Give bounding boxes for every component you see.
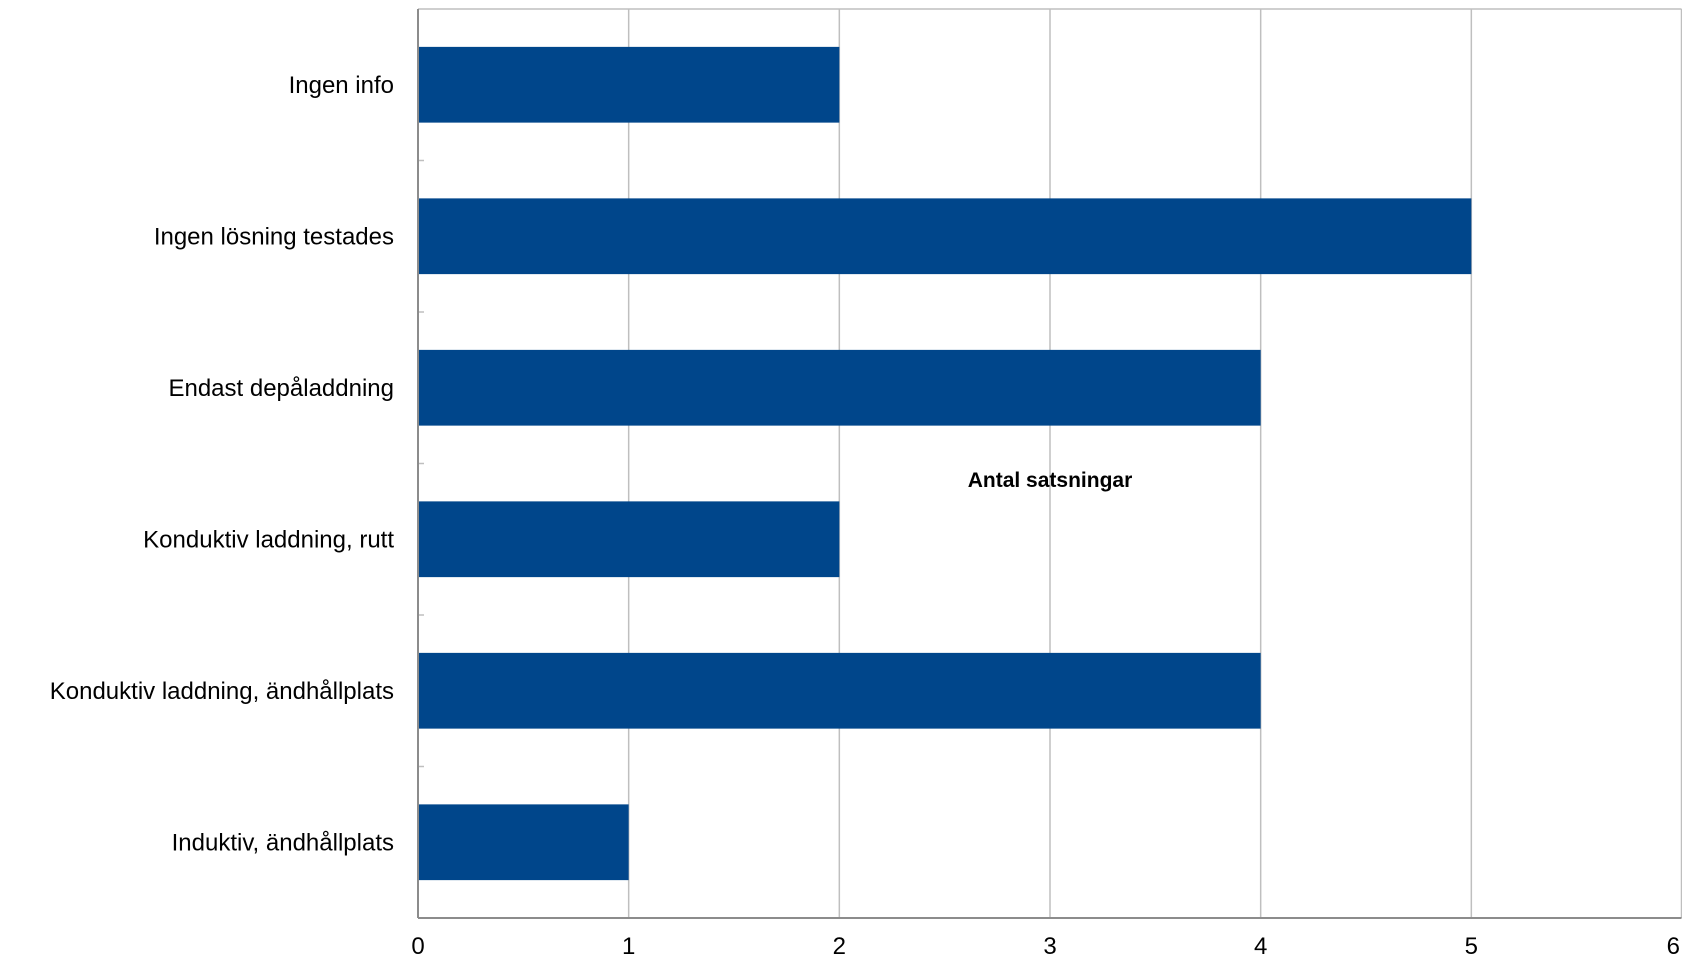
x-tick-label: 5: [1465, 933, 1478, 959]
bar: [418, 198, 1472, 275]
x-tick-label: 1: [622, 933, 635, 959]
y-category-label: Endast depåladdning: [168, 375, 394, 402]
bar: [418, 349, 1261, 426]
x-tick-label: 4: [1254, 933, 1267, 959]
y-category-label: Konduktiv laddning, ändhållplats: [50, 678, 394, 705]
y-category-label: Konduktiv laddning, rutt: [143, 526, 394, 553]
bars: [418, 46, 1472, 881]
axes: [417, 9, 1682, 919]
x-tick-label: 0: [411, 933, 424, 959]
y-category-label: Ingen info: [289, 72, 394, 99]
x-tick-label: 6: [1667, 933, 1680, 959]
x-axis-title: Antal satsningar: [968, 469, 1133, 492]
y-category-label: Ingen lösning testades: [154, 223, 394, 250]
x-tick-label: 2: [833, 933, 846, 959]
bar: [418, 46, 840, 123]
labels: 0 1 2 3 4 5 6 Ingen info Ingen lösning testades E…: [50, 72, 1680, 959]
bar: [418, 652, 1261, 729]
y-category-label: Induktiv, ändhållplats: [172, 829, 394, 856]
gridlines: [418, 8, 1682, 918]
bar: [418, 501, 840, 578]
bar: [418, 804, 629, 881]
x-tick-label: 3: [1043, 933, 1056, 959]
